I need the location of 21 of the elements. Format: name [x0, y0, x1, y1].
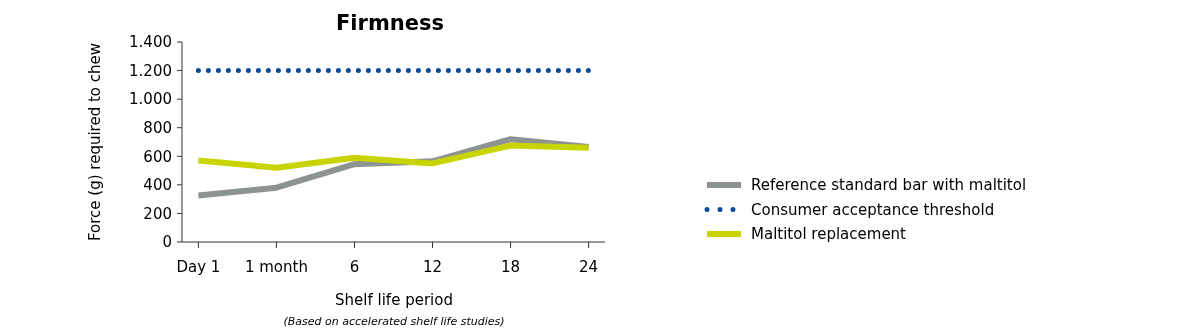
text: (Based on accelerated shelf life studies)	[283, 315, 505, 328]
y-axis-title: Force (g) required to chew	[86, 42, 104, 242]
legend-label: Reference standard bar with maltitol	[751, 176, 1027, 195]
x-tick-label: Day 1	[176, 258, 221, 276]
legend-label: Consumer acceptance threshold	[751, 200, 995, 219]
y-tick-label: 0	[162, 233, 172, 252]
y-tick-label: 1.000	[129, 90, 172, 109]
x-tick-label: 24	[579, 258, 599, 276]
chart-title: Firmness	[336, 11, 444, 35]
y-tick-label: 200	[143, 204, 172, 223]
y-tick-label: 1.200	[129, 61, 172, 80]
x-tick-label: 18	[501, 258, 521, 276]
x-tick-label: 1 month	[244, 258, 308, 276]
x-tick-label: 12	[422, 258, 443, 276]
legend-label: Maltitol replacement	[751, 225, 907, 244]
y-tick-label: 600	[143, 147, 172, 166]
x-axis-title: Shelf life period	[335, 291, 453, 309]
y-tick-label: 800	[143, 118, 172, 137]
y-tick-label: 400	[143, 176, 172, 195]
x-tick-label: 6	[349, 258, 360, 276]
y-tick-label: 1.400	[129, 33, 172, 52]
